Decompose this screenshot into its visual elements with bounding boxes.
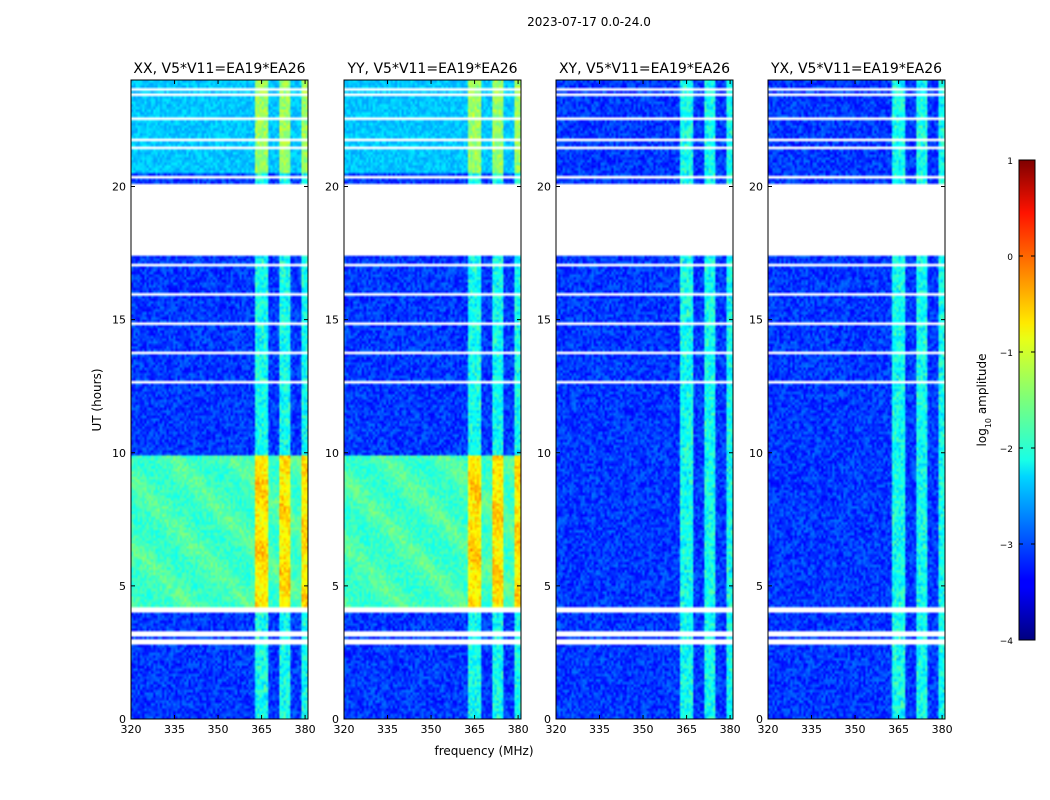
x-tick-label: 335	[801, 723, 822, 736]
x-tick-label: 365	[888, 723, 909, 736]
x-tick-label: 365	[464, 723, 485, 736]
colorbar-tick-label: −4	[1000, 637, 1014, 647]
x-tick-label: 320	[121, 723, 142, 736]
panel-title: XY, V5*V11=EA19*EA26	[559, 61, 730, 77]
x-tick-label: 380	[720, 723, 741, 736]
panels: XX, V5*V11=EA19*EA26 320 335 350 365 380 0 5 10 1…	[112, 61, 953, 736]
y-tick-label: 5	[332, 580, 339, 593]
y-tick-label: 20	[749, 181, 763, 194]
y-tick-label: 5	[756, 580, 763, 593]
y-tick-label: 10	[325, 447, 339, 460]
y-tick-label: 15	[537, 314, 551, 327]
axes-frame	[130, 79, 309, 720]
panel-title: XX, V5*V11=EA19*EA26	[133, 61, 305, 77]
x-tick-label: 335	[589, 723, 610, 736]
y-tick-label: 0	[332, 713, 339, 726]
x-tick-label: 320	[758, 723, 779, 736]
x-tick-label: 320	[546, 723, 567, 736]
heatmap-image	[131, 80, 308, 719]
panel-xx: XX, V5*V11=EA19*EA26 320 335 350 365 380 0 5 10 1…	[112, 61, 316, 736]
colorbar-tick-label: 0	[1007, 253, 1013, 263]
y-tick-label: 15	[112, 314, 126, 327]
panel-xy: XY, V5*V11=EA19*EA26 320 335 350 365 380 0 5 10 1…	[537, 61, 741, 736]
y-tick-label: 15	[325, 314, 339, 327]
colorbar-tick-label: −1	[1000, 349, 1013, 359]
axes-frame	[555, 79, 734, 720]
panel-title: YX, V5*V11=EA19*EA26	[770, 61, 942, 77]
x-tick-label: 350	[208, 723, 229, 736]
colorbar-tick-label: −3	[1000, 541, 1013, 551]
colorbar: 10−1−2−3−4 log10 amplitude	[975, 157, 1036, 647]
colorbar-tick-label: 1	[1007, 157, 1013, 167]
panel-yx: YX, V5*V11=EA19*EA26 320 335 350 365 380 0 5 10 1…	[749, 61, 953, 736]
x-tick-label: 380	[932, 723, 953, 736]
x-tick-label: 350	[845, 723, 866, 736]
y-tick-label: 0	[119, 713, 126, 726]
y-tick-label: 10	[112, 447, 126, 460]
y-tick-label: 10	[749, 447, 763, 460]
x-tick-label: 380	[508, 723, 529, 736]
x-tick-label: 365	[251, 723, 272, 736]
colorbar-label-main: log	[975, 428, 989, 446]
colorbar-gradient	[1018, 159, 1036, 641]
y-tick-label: 5	[119, 580, 126, 593]
colorbar-label-rest: amplitude	[975, 354, 989, 418]
y-tick-label: 10	[537, 447, 551, 460]
colorbar-tick-label: −2	[1000, 445, 1013, 455]
panel-title: YY, V5*V11=EA19*EA26	[346, 61, 517, 77]
axes-frame	[767, 79, 946, 720]
x-tick-label: 350	[633, 723, 654, 736]
x-axis-label: frequency (MHz)	[434, 744, 533, 758]
suptitle: 2023-07-17 0.0-24.0	[527, 15, 651, 29]
colorbar-ticks: 1 0 −1 −2 −3 −4	[1000, 157, 1035, 647]
y-tick-label: 5	[544, 580, 551, 593]
heatmap-image	[556, 80, 733, 719]
axes-frame	[343, 79, 522, 720]
x-tick-label: 380	[295, 723, 316, 736]
x-tick-label: 335	[377, 723, 398, 736]
heatmap-image	[768, 80, 945, 719]
y-axis-label: UT (hours)	[90, 368, 104, 431]
colorbar-label-sub: 10	[984, 418, 993, 428]
x-tick-label: 365	[676, 723, 697, 736]
y-tick-label: 20	[112, 181, 126, 194]
colorbar-label: log10 amplitude	[975, 354, 993, 447]
y-tick-label: 20	[325, 181, 339, 194]
x-tick-label: 350	[421, 723, 442, 736]
x-tick-label: 335	[164, 723, 185, 736]
y-tick-label: 15	[749, 314, 763, 327]
panel-yy: YY, V5*V11=EA19*EA26 320 335 350 365 380 0 5 10 1…	[325, 61, 529, 736]
y-tick-label: 20	[537, 181, 551, 194]
y-tick-label: 0	[544, 713, 551, 726]
x-tick-label: 320	[334, 723, 355, 736]
y-tick-label: 0	[756, 713, 763, 726]
heatmap-image	[344, 80, 521, 719]
